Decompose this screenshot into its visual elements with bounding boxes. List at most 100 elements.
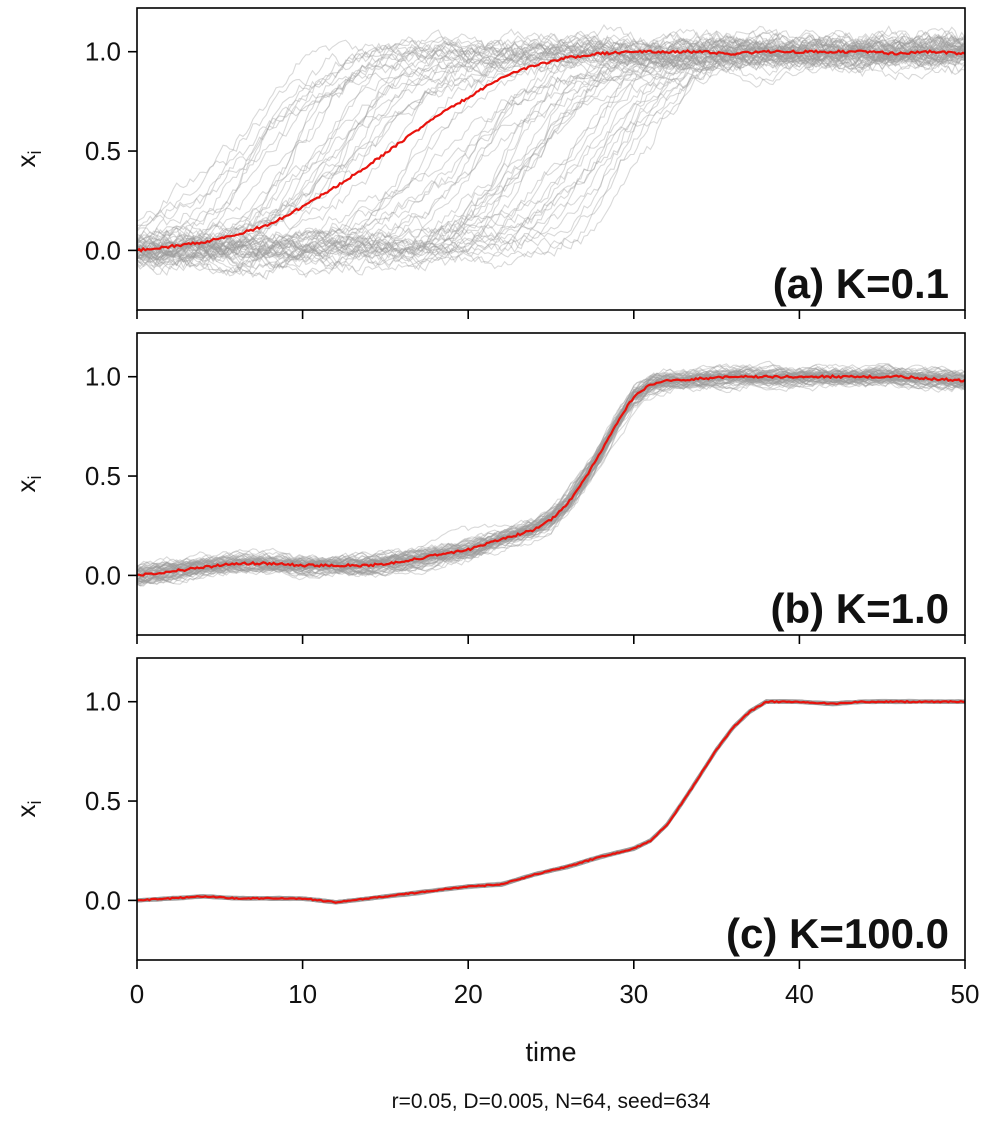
y-ticks-c: 0.0 0.5 1.0: [85, 687, 137, 915]
trajectory-line: [136, 35, 966, 272]
trajectory-line: [136, 362, 966, 575]
y-tick-label: 1.0: [85, 37, 121, 67]
trajectory-line: [136, 367, 966, 577]
trajectory-line: [136, 367, 966, 586]
x-tick-label: 50: [951, 979, 980, 1009]
trajectory-line: [136, 364, 966, 575]
trajectory-line: [136, 25, 966, 264]
trajectory-line: [136, 33, 966, 260]
panel-b: 0.0 0.5 1.0 (b) K=1.0 xi: [11, 332, 966, 644]
trajectory-line: [136, 370, 966, 580]
y-ticks-b: 0.0 0.5 1.0: [85, 362, 137, 590]
x-tick-label: 30: [619, 979, 648, 1009]
trajectory-line: [136, 367, 966, 576]
trajectory-line: [136, 30, 966, 261]
mean-line-a: [136, 49, 966, 253]
trajectory-line: [136, 366, 966, 584]
trajectory-line: [136, 39, 966, 227]
trajectory-line: [136, 368, 966, 583]
trajectory-line: [136, 37, 966, 255]
trajectories-c: [136, 698, 966, 905]
trajectory-line: [136, 34, 966, 276]
trajectory-line: [136, 372, 966, 578]
y-tick-label: 0.5: [85, 136, 121, 166]
trajectory-line: [136, 37, 966, 279]
x-ticks-a: [136, 310, 966, 319]
panel-label-c: (c) K=100.0: [726, 910, 949, 957]
trajectory-line: [136, 363, 966, 587]
trajectory-line: [136, 367, 966, 580]
trajectory-line: [136, 38, 966, 270]
trajectory-line: [136, 371, 966, 582]
trajectory-line: [136, 367, 966, 585]
trajectory-line: [136, 38, 966, 279]
trajectory-line: [136, 40, 966, 275]
x-tick-label: 20: [454, 979, 483, 1009]
trajectory-line: [136, 28, 966, 255]
mean-line-c: [136, 699, 966, 904]
trajectory-line: [136, 34, 966, 260]
trajectory-line: [136, 25, 966, 236]
trajectory-line: [136, 367, 966, 576]
trajectory-line: [136, 367, 966, 581]
trajectory-line: [136, 363, 966, 572]
trajectory-line: [136, 40, 966, 270]
y-tick-label: 0.5: [85, 461, 121, 491]
trajectory-line: [136, 368, 966, 576]
trajectory-line: [136, 369, 966, 578]
trajectory-line: [136, 32, 966, 263]
x-tick-label: 10: [288, 979, 317, 1009]
trajectory-line: [136, 364, 966, 585]
trajectory-line: [136, 367, 966, 575]
trajectory-line: [136, 38, 966, 277]
trajectory-line: [136, 369, 966, 576]
trajectory-line: [136, 369, 966, 583]
x-ticks-b: [136, 635, 966, 644]
trajectory-line: [136, 366, 966, 584]
trajectory-line: [136, 369, 966, 578]
trajectory-line: [136, 34, 966, 250]
x-ticks-c: 0 10 20 30 40 50: [130, 960, 980, 1009]
x-tick-label: 0: [130, 979, 144, 1009]
trajectory-line: [136, 360, 965, 577]
trajectory-line: [136, 372, 966, 583]
trajectories-b: [136, 360, 966, 587]
trajectory-line: [136, 372, 966, 581]
trajectory-line: [136, 370, 966, 577]
y-tick-label: 1.0: [85, 687, 121, 717]
trajectory-line: [136, 31, 966, 271]
trajectories-a: [136, 23, 966, 281]
trajectory-line: [136, 364, 966, 576]
trajectory-line: [136, 28, 966, 243]
trajectory-line: [136, 371, 966, 581]
trajectory-line: [136, 31, 966, 253]
panel-c: 0.0 0.5 1.0 0 10 20 30 40 50 (c) K=100.0 xi: [11, 657, 980, 1009]
trajectory-line: [136, 368, 966, 582]
panel-label-a: (a) K=0.1: [773, 260, 949, 307]
trajectory-line: [136, 369, 966, 579]
axes-frame-c: [136, 657, 966, 961]
trajectory-line: [136, 371, 966, 580]
trajectory-line: [136, 34, 966, 230]
trajectory-line: [136, 366, 966, 575]
trajectory-line: [136, 363, 966, 575]
trajectory-line: [136, 372, 966, 577]
trajectory-line: [136, 365, 966, 582]
trajectory-line: [136, 29, 966, 263]
y-tick-label: 1.0: [85, 362, 121, 392]
trajectory-line: [136, 34, 966, 275]
trajectory-line: [136, 42, 966, 274]
axes-frame-b: [136, 332, 966, 636]
trajectory-line: [136, 31, 966, 262]
y-tick-label: 0.0: [85, 885, 121, 915]
trajectory-line: [136, 699, 965, 905]
trajectory-line: [136, 41, 966, 256]
trajectory-line: [136, 369, 966, 584]
trajectory-line: [136, 369, 966, 583]
trajectory-line: [136, 366, 966, 587]
trajectory-line: [136, 37, 966, 260]
axes-frame-a: [136, 7, 966, 311]
trajectory-line: [136, 34, 966, 281]
y-tick-label: 0.0: [85, 235, 121, 265]
